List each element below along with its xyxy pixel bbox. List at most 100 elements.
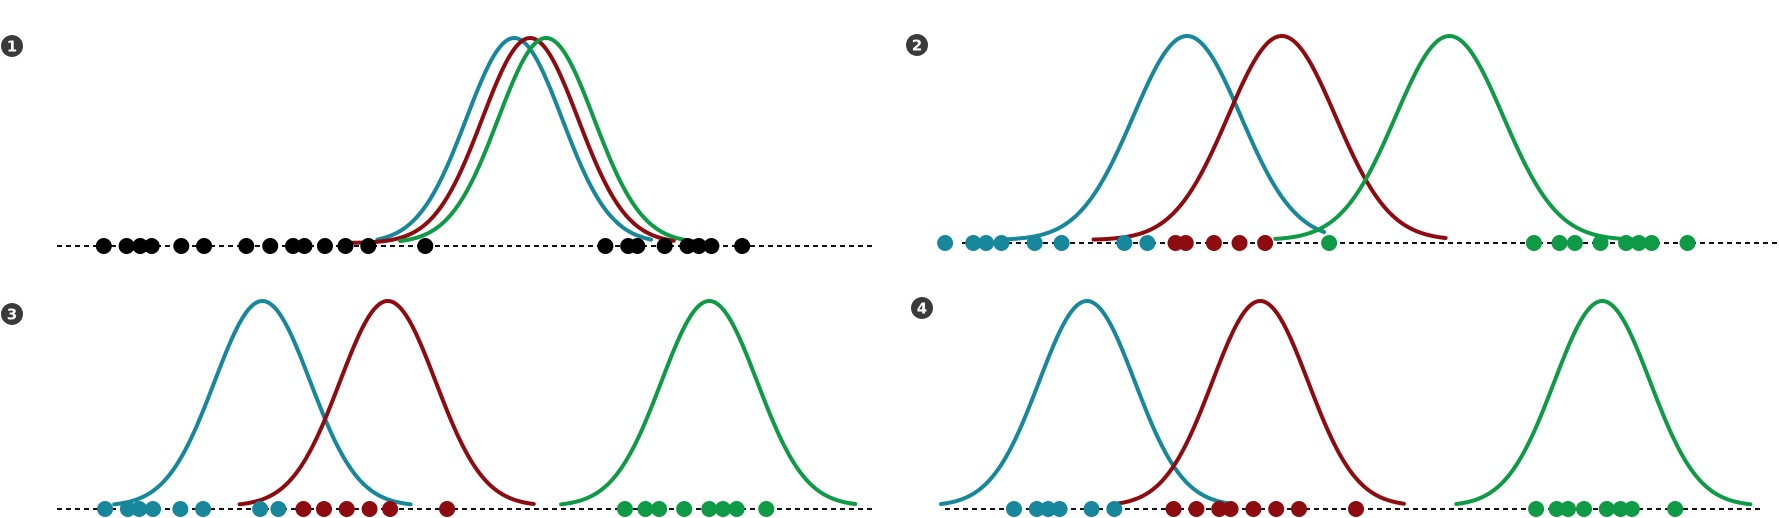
point-teal: [270, 501, 287, 517]
point-teal: [172, 501, 189, 517]
panel-badge: 1: [1, 35, 23, 57]
curve-green: [1273, 34, 1649, 242]
point-red: [295, 501, 312, 517]
point-green: [1623, 501, 1640, 517]
point-black: [679, 238, 696, 254]
curve-teal: [939, 299, 1233, 507]
point-green: [1598, 501, 1615, 517]
point-black: [360, 238, 377, 254]
point-red: [338, 501, 355, 517]
point-green: [1679, 235, 1696, 251]
point-green: [651, 501, 668, 517]
point-red: [1348, 501, 1364, 517]
badge-circle: [1, 303, 23, 325]
point-green: [676, 501, 693, 517]
point-green: [1566, 235, 1583, 251]
badge-number: 2: [912, 37, 922, 55]
point-teal: [97, 501, 114, 517]
point-black: [417, 238, 434, 254]
point-black: [196, 238, 213, 254]
point-red: [361, 501, 378, 517]
point-green: [1643, 235, 1660, 251]
point-teal: [1116, 235, 1133, 251]
point-red: [1205, 235, 1222, 251]
point-black: [734, 238, 751, 254]
point-green: [1548, 501, 1565, 517]
panel-badge: 3: [1, 303, 23, 325]
badge-circle: [911, 297, 933, 319]
point-teal: [993, 235, 1010, 251]
point-red: [439, 501, 456, 517]
curve-teal: [1002, 34, 1326, 242]
point-black: [238, 238, 255, 254]
point-green: [1528, 501, 1545, 517]
point-green: [1560, 501, 1577, 517]
point-red: [1231, 235, 1248, 251]
panel-2: 2: [906, 34, 1779, 251]
point-green: [701, 501, 718, 517]
point-green: [728, 501, 745, 517]
point-black: [629, 238, 646, 254]
point-black: [132, 238, 149, 254]
point-black: [703, 238, 720, 254]
point-red: [1268, 501, 1285, 517]
point-teal: [965, 235, 982, 251]
panel-4: 4: [911, 297, 1762, 517]
curve-red: [1091, 34, 1448, 242]
curve-teal: [375, 36, 653, 242]
curve-green: [398, 36, 699, 244]
point-black: [173, 238, 190, 254]
point-green: [1321, 235, 1338, 251]
curve-red: [1112, 299, 1406, 507]
point-green: [1525, 235, 1542, 251]
point-black: [597, 238, 614, 254]
point-green: [1618, 235, 1635, 251]
point-red: [1257, 235, 1274, 251]
point-red: [1165, 501, 1182, 517]
badge-circle: [906, 34, 928, 56]
point-teal: [1040, 501, 1057, 517]
curve-teal: [112, 299, 413, 507]
point-teal: [252, 501, 269, 517]
badge-circle: [1, 35, 23, 57]
point-black: [656, 238, 673, 254]
point-red: [315, 501, 332, 517]
point-teal: [1028, 501, 1045, 517]
point-teal: [144, 501, 161, 517]
point-black: [118, 238, 135, 254]
point-green: [1630, 235, 1647, 251]
point-green: [1592, 235, 1609, 251]
point-green: [714, 501, 731, 517]
point-red: [1177, 235, 1194, 251]
panel-badge: 4: [911, 297, 933, 319]
panel-3: 3: [1, 299, 872, 517]
point-teal: [195, 501, 212, 517]
curve-red: [341, 36, 676, 245]
point-black: [337, 238, 354, 254]
point-black: [95, 238, 112, 254]
panel-badge: 2: [906, 34, 928, 56]
point-teal: [1006, 501, 1022, 517]
point-teal: [1026, 235, 1043, 251]
point-black: [690, 238, 707, 254]
point-teal: [131, 501, 148, 517]
point-green: [637, 501, 654, 517]
point-teal: [1051, 501, 1068, 517]
panel-1: 1: [1, 35, 872, 254]
point-teal: [1083, 501, 1100, 517]
point-red: [1291, 501, 1307, 517]
point-green: [1612, 501, 1629, 517]
point-teal: [1139, 235, 1156, 251]
point-green: [1667, 501, 1684, 517]
point-red: [382, 501, 399, 517]
point-red: [1222, 501, 1239, 517]
point-green: [1551, 235, 1568, 251]
point-teal: [937, 235, 954, 251]
point-green: [616, 501, 633, 517]
curve-green: [1454, 299, 1753, 507]
point-teal: [1053, 235, 1070, 251]
point-red: [1211, 501, 1228, 517]
point-black: [143, 238, 160, 254]
